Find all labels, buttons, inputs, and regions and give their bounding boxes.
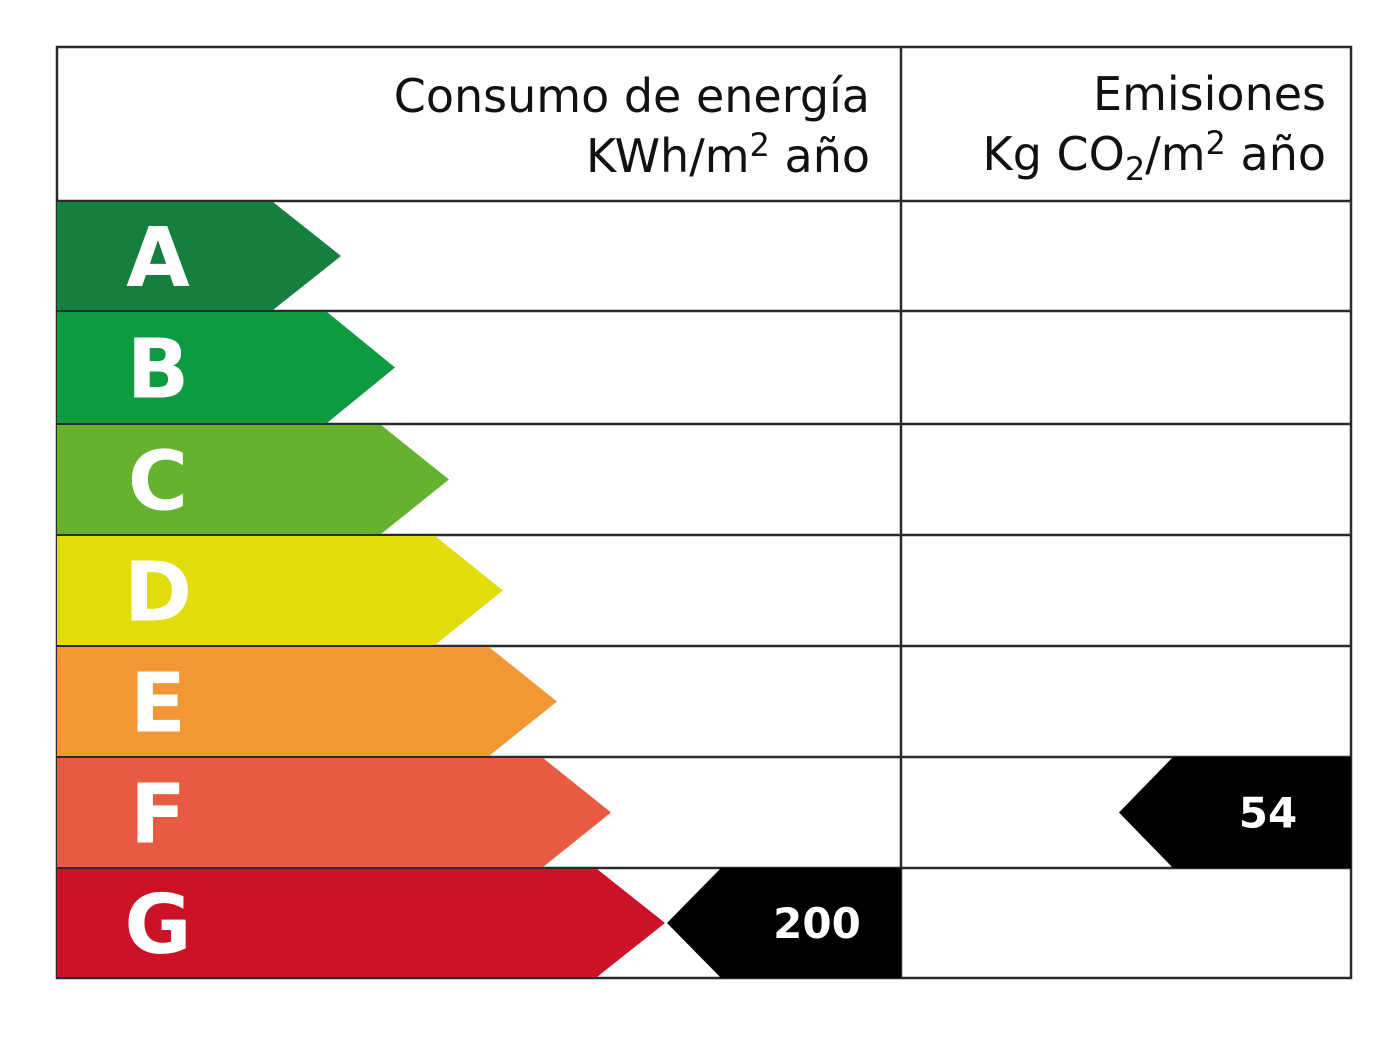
row-lines xyxy=(57,199,1351,870)
emisiones-unit: Kg CO2/m2 año xyxy=(983,124,1326,188)
emisiones-unit-slash: /m xyxy=(1145,127,1205,181)
rating-arrow-a xyxy=(57,202,341,310)
rating-arrow-b xyxy=(57,312,395,423)
rating-arrow-f xyxy=(57,758,611,867)
rating-arrow-c xyxy=(57,425,449,534)
rating-d: D xyxy=(57,536,503,645)
rating-e: E xyxy=(57,647,557,756)
rating-letter-e: E xyxy=(130,657,186,752)
rating-letter-f: F xyxy=(130,768,186,863)
rating-g: G xyxy=(57,869,665,977)
rating-letter-d: D xyxy=(124,546,192,641)
consumo-title: Consumo de energía xyxy=(394,69,870,123)
rating-arrow-d xyxy=(57,536,503,645)
rating-a: A xyxy=(57,202,341,310)
consumo-unit-base: KWh/m xyxy=(586,129,749,183)
emisiones-marker: 54 xyxy=(1119,757,1351,868)
emisiones-title: Emisiones xyxy=(1093,67,1326,121)
emisiones-value: 54 xyxy=(1239,789,1297,838)
rating-arrow-e xyxy=(57,647,557,756)
rating-letter-g: G xyxy=(124,878,191,973)
consumo-unit-tail: año xyxy=(770,129,870,183)
rating-letter-b: B xyxy=(127,323,190,418)
rating-c: C xyxy=(57,425,449,534)
emisiones-unit-base: Kg CO xyxy=(983,127,1125,181)
rating-letter-a: A xyxy=(126,211,190,306)
consumo-value: 200 xyxy=(773,899,861,948)
emisiones-unit-sub: 2 xyxy=(1125,150,1145,188)
rating-letter-c: C xyxy=(128,435,188,530)
consumo-marker-shape xyxy=(667,868,901,978)
emisiones-unit-sup: 2 xyxy=(1206,124,1226,162)
consumo-unit-sup: 2 xyxy=(750,126,770,164)
consumo-marker: 200 xyxy=(667,868,901,978)
rating-f: F xyxy=(57,758,611,867)
consumo-unit: KWh/m2 año xyxy=(586,126,870,183)
emisiones-marker-shape xyxy=(1119,757,1351,868)
rating-b: B xyxy=(57,312,395,423)
rating-arrow-g xyxy=(57,869,665,977)
emisiones-unit-tail: año xyxy=(1226,127,1326,181)
